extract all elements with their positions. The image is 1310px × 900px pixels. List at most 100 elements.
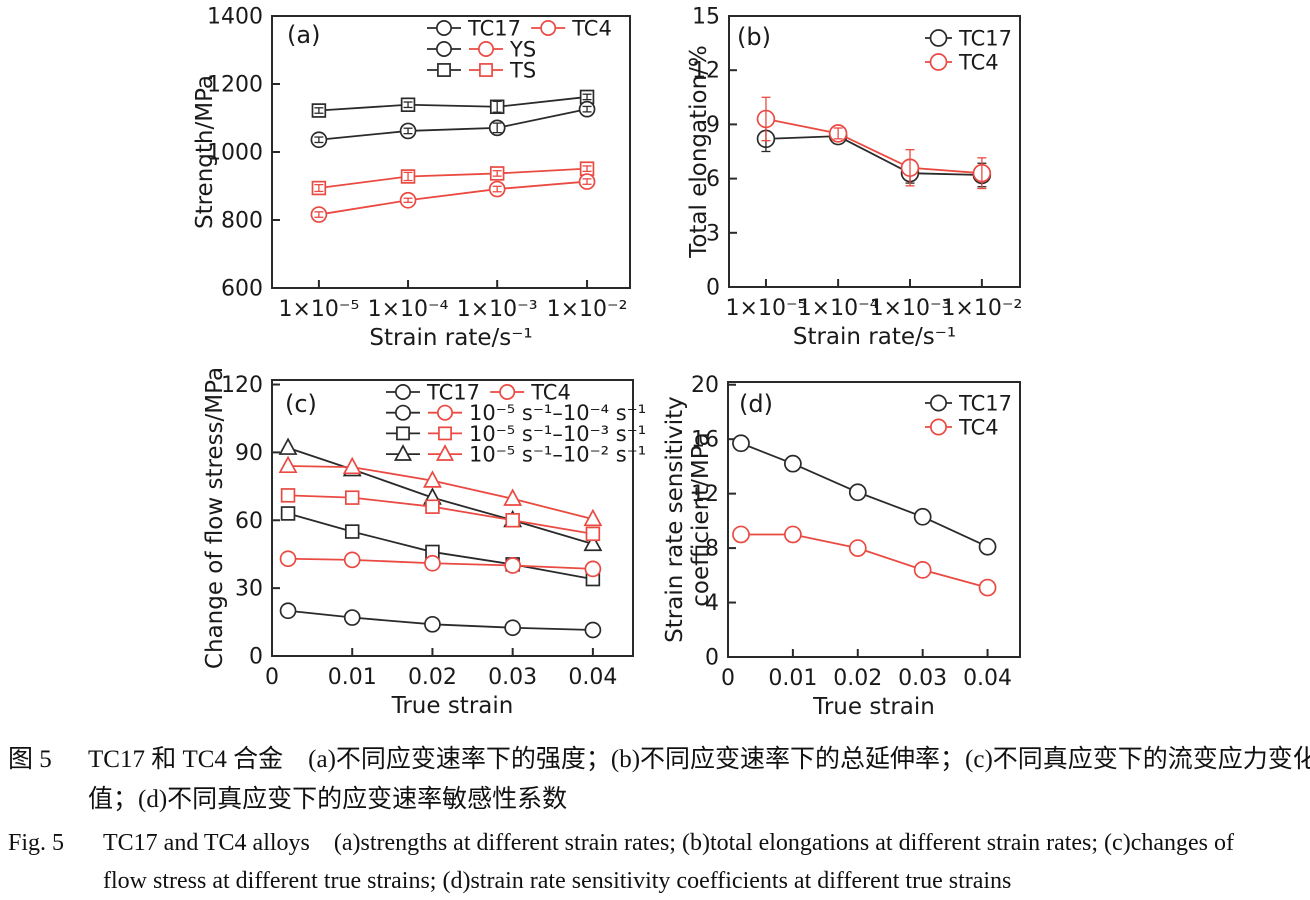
caption-en-label: Fig. 5 bbox=[8, 830, 65, 856]
x-tick-label: 0 bbox=[265, 665, 279, 690]
x-tick-label: 0.03 bbox=[898, 666, 947, 691]
x-tick-label: 0.03 bbox=[488, 665, 537, 690]
series-tc17-10-s-10-s- bbox=[280, 506, 601, 587]
x-tick-label: 1×10⁻³ bbox=[870, 296, 951, 321]
y-tick-label: 8 bbox=[705, 537, 719, 562]
panel-tag: (b) bbox=[737, 23, 771, 51]
data-point bbox=[930, 418, 947, 436]
y-tick-label: 20 bbox=[691, 373, 719, 398]
series-tc4-10-s-10-s- bbox=[280, 488, 601, 542]
data-point bbox=[278, 437, 298, 455]
series-tc17-ys bbox=[310, 100, 596, 149]
y-tick-label: 9 bbox=[706, 113, 720, 138]
caption-en-line2: flow stress at different true strains; (… bbox=[103, 868, 1012, 894]
data-point bbox=[913, 560, 932, 579]
panel-tag: (c) bbox=[285, 390, 317, 418]
y-tick-label: 90 bbox=[235, 441, 263, 466]
axes: 600 800 1000 1200 1400 1×10⁻⁵ 1×10⁻⁴ 1×10⁻³ 1×10… bbox=[192, 5, 631, 351]
data-point bbox=[393, 444, 413, 461]
data-point bbox=[930, 394, 947, 412]
data-point bbox=[583, 508, 603, 527]
chart-a-strength-vs-strain-rate: 600 800 1000 1200 1400 1×10⁻⁵ 1×10⁻⁴ 1×10⁻³ 1×10… bbox=[192, 5, 631, 351]
data-point bbox=[978, 537, 997, 556]
data-point bbox=[280, 506, 296, 521]
caption-zh-line1: TC17 和 TC4 合金 (a)不同应变速率下的强度；(b)不同应变速率下的总… bbox=[88, 746, 1310, 773]
data-point bbox=[584, 560, 602, 578]
x-axis-title: Strain rate/s⁻¹ bbox=[793, 324, 956, 350]
caption-zh-line2: 值；(d)不同真应变下的应变速率敏感性系数 bbox=[88, 786, 568, 813]
y-tick-label: 1400 bbox=[207, 5, 263, 30]
data-point bbox=[784, 454, 802, 473]
data-point bbox=[848, 539, 867, 557]
data-point bbox=[342, 456, 362, 475]
panel-tag: (d) bbox=[739, 390, 773, 418]
legend-label: TC17 bbox=[958, 27, 1012, 51]
legend-label: 10⁻⁵ s⁻¹–10⁻⁴ s⁻¹ bbox=[469, 401, 646, 425]
data-point bbox=[913, 507, 932, 526]
data-point bbox=[584, 621, 602, 639]
legend-label: YS bbox=[509, 38, 536, 62]
data-point bbox=[396, 426, 410, 441]
x-tick-label: 0.01 bbox=[768, 666, 817, 691]
x-tick-label: 1×10⁻³ bbox=[457, 297, 538, 322]
data-point bbox=[929, 53, 948, 71]
panel-tag: (a) bbox=[287, 21, 320, 49]
data-point bbox=[479, 63, 493, 77]
y-tick-label: 800 bbox=[221, 209, 263, 234]
series-tc4-ys bbox=[310, 173, 596, 223]
data-point bbox=[732, 434, 750, 453]
data-point bbox=[279, 550, 297, 568]
legend-label: 10⁻⁵ s⁻¹–10⁻³ s⁻¹ bbox=[469, 422, 646, 446]
y-tick-label: 3 bbox=[706, 221, 720, 246]
x-tick-label: 1×10⁻⁵ bbox=[726, 296, 807, 321]
y-tick-label: 1200 bbox=[207, 73, 263, 98]
caption-zh-label: 图 5 bbox=[8, 746, 52, 773]
x-tick-label: 1×10⁻² bbox=[547, 297, 628, 322]
x-tick-label: 1×10⁻⁴ bbox=[798, 296, 879, 321]
x-tick-label: 0.02 bbox=[833, 666, 882, 691]
data-point bbox=[395, 384, 411, 400]
axes: 0 30 60 90 120 0 0.01 0.02 0.03 0.04 True strain Ch… bbox=[202, 367, 634, 719]
caption-english: Fig. 5 TC17 and TC4 alloys (a)strengths … bbox=[8, 824, 1308, 900]
y-axis-title: Strength/MPa bbox=[192, 75, 218, 229]
data-point bbox=[505, 513, 520, 528]
data-point bbox=[344, 490, 360, 505]
caption-en-text: TC17 and TC4 alloys (a)strengths at diff… bbox=[103, 824, 1308, 900]
data-point bbox=[436, 20, 452, 36]
data-point bbox=[978, 578, 997, 597]
y-tick-label: 4 bbox=[705, 591, 719, 616]
caption-zh-text: TC17 和 TC4 合金 (a)不同应变速率下的强度；(b)不同应变速率下的总… bbox=[88, 740, 1310, 820]
y-axis-title: coefficient/MPa bbox=[688, 432, 714, 606]
data-point bbox=[436, 41, 452, 57]
data-point bbox=[504, 619, 522, 637]
axes: 0 3 6 9 12 15 1×10⁻⁵1×10⁻⁴1×10⁻³1×10⁻² Strain r… bbox=[686, 5, 1022, 351]
y-axis-title: Strain rate sensitivity bbox=[662, 396, 688, 643]
x-tick-label: 1×10⁻⁵ bbox=[278, 297, 359, 322]
series-tc17 bbox=[756, 125, 992, 188]
chart-d-strain-rate-sensitivity-vs-true-strain: 0 4 8 12 16 20 0 0.01 0.02 0.03 0.04 True strain Str… bbox=[662, 373, 1021, 720]
data-point bbox=[478, 41, 494, 57]
y-axis-title: Total elongation/% bbox=[686, 45, 712, 259]
y-tick-label: 600 bbox=[221, 277, 263, 302]
series-tc17-10-s-10-s- bbox=[279, 602, 602, 639]
caption-chinese: 图 5 TC17 和 TC4 合金 (a)不同应变速率下的强度；(b)不同应变速… bbox=[8, 740, 1310, 820]
data-point bbox=[280, 488, 296, 503]
data-point bbox=[424, 615, 441, 633]
legend-label: TC17 bbox=[426, 381, 480, 405]
data-point bbox=[395, 404, 411, 421]
x-tick-label: 0.02 bbox=[408, 665, 457, 690]
legend-label: TC4 bbox=[958, 416, 999, 440]
x-axis-title: True strain bbox=[812, 694, 935, 720]
series-tc17-ts bbox=[311, 89, 595, 118]
data-point bbox=[732, 525, 750, 544]
data-point bbox=[929, 29, 948, 47]
data-point bbox=[343, 609, 361, 626]
y-axis-title: Change of flow stress/MPa bbox=[202, 367, 228, 669]
figure-captions: 图 5 TC17 和 TC4 合金 (a)不同应变速率下的强度；(b)不同应变速… bbox=[8, 740, 1310, 900]
data-point bbox=[424, 554, 441, 572]
data-point bbox=[583, 533, 603, 552]
legend-label: TC4 bbox=[530, 381, 571, 405]
legend-label: 10⁻⁵ s⁻¹–10⁻² s⁻¹ bbox=[469, 443, 646, 467]
